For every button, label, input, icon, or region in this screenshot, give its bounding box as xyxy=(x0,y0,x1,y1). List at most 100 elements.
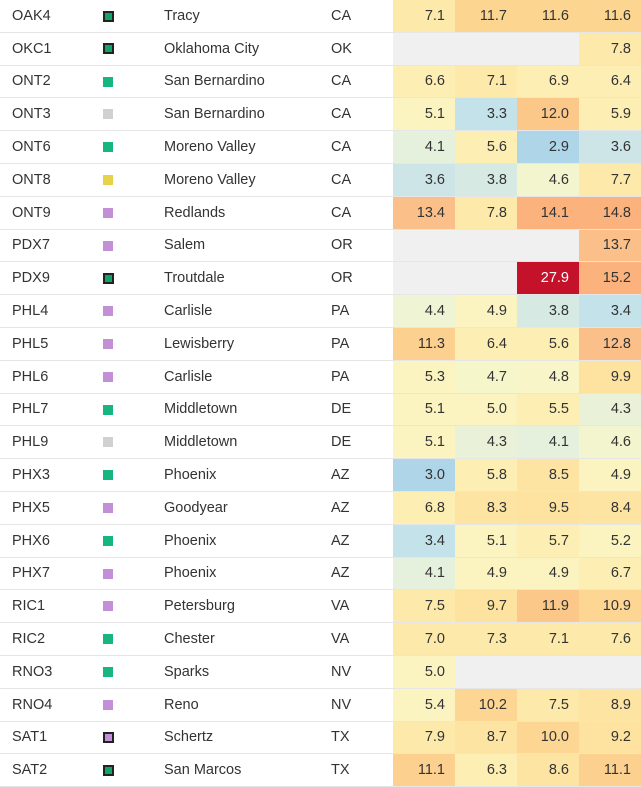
status-marker-cell xyxy=(101,32,163,66)
status-square-icon xyxy=(103,43,114,55)
value-cell: 9.9 xyxy=(579,360,641,394)
status-marker-cell xyxy=(101,425,163,460)
city-name: Salem xyxy=(163,229,331,263)
value-cell xyxy=(455,655,517,689)
state-code: CA xyxy=(331,130,393,164)
value-cell: 4.1 xyxy=(393,557,455,591)
value-cell: 11.3 xyxy=(393,327,455,361)
table-row: RIC1 Petersburg VA 7.5 9.7 11.9 10.9 xyxy=(0,589,641,624)
table-row: SAT1 Schertz TX 7.9 8.7 10.0 9.2 xyxy=(0,721,641,755)
facility-code: PHL4 xyxy=(0,294,101,328)
value-cell xyxy=(517,229,579,263)
value-cell: 4.9 xyxy=(517,557,579,591)
value-cell xyxy=(579,655,641,689)
value-cell: 8.3 xyxy=(455,491,517,525)
state-code: DE xyxy=(331,425,393,460)
table-row: ONT3 San Bernardino CA 5.1 3.3 12.0 5.9 xyxy=(0,97,641,132)
status-marker-cell xyxy=(101,655,163,689)
status-square-icon xyxy=(103,601,113,612)
table-row: ONT2 San Bernardino CA 6.6 7.1 6.9 6.4 xyxy=(0,65,641,99)
table-row: PHX3 Phoenix AZ 3.0 5.8 8.5 4.9 xyxy=(0,458,641,492)
status-square-icon xyxy=(103,732,114,744)
value-cell: 7.1 xyxy=(455,65,517,99)
facility-code: ONT8 xyxy=(0,163,101,197)
value-cell: 7.9 xyxy=(393,721,455,755)
city-name: Lewisberry xyxy=(163,327,331,361)
value-cell xyxy=(455,32,517,66)
facility-code: RIC1 xyxy=(0,589,101,624)
value-cell: 5.2 xyxy=(579,524,641,558)
status-square-icon xyxy=(103,175,113,186)
value-cell: 3.6 xyxy=(579,130,641,164)
value-cell: 3.4 xyxy=(579,294,641,328)
city-name: Goodyear xyxy=(163,491,331,525)
table-row: PHL7 Middletown DE 5.1 5.0 5.5 4.3 xyxy=(0,393,641,427)
city-name: San Bernardino xyxy=(163,65,331,99)
status-square-icon xyxy=(103,667,113,677)
status-marker-cell xyxy=(101,458,163,492)
value-cell: 7.7 xyxy=(579,163,641,197)
value-cell: 5.4 xyxy=(393,688,455,722)
city-name: Schertz xyxy=(163,721,331,755)
status-marker-cell xyxy=(101,360,163,394)
facility-code: RNO3 xyxy=(0,655,101,689)
city-name: Middletown xyxy=(163,393,331,427)
value-cell: 4.6 xyxy=(579,425,641,460)
value-cell xyxy=(517,32,579,66)
status-marker-cell xyxy=(101,294,163,328)
facility-code: ONT3 xyxy=(0,97,101,132)
value-cell: 3.8 xyxy=(517,294,579,328)
value-cell: 5.1 xyxy=(455,524,517,558)
city-name: Reno xyxy=(163,688,331,722)
state-code: VA xyxy=(331,622,393,656)
city-name: Moreno Valley xyxy=(163,130,331,164)
state-code: NV xyxy=(331,655,393,689)
value-cell: 14.8 xyxy=(579,196,641,230)
facility-code: RIC2 xyxy=(0,622,101,656)
value-cell: 11.7 xyxy=(455,0,517,33)
state-code: NV xyxy=(331,688,393,722)
city-name: Redlands xyxy=(163,196,331,230)
table-row: ONT9 Redlands CA 13.4 7.8 14.1 14.8 xyxy=(0,196,641,230)
value-cell: 9.2 xyxy=(579,721,641,755)
status-square-icon xyxy=(103,568,113,579)
state-code: OR xyxy=(331,261,393,296)
table-row: ONT6 Moreno Valley CA 4.1 5.6 2.9 3.6 xyxy=(0,130,641,164)
status-marker-cell xyxy=(101,261,163,296)
value-cell: 11.6 xyxy=(579,0,641,33)
value-cell: 14.1 xyxy=(517,196,579,230)
value-cell: 6.7 xyxy=(579,557,641,591)
status-square-icon xyxy=(103,76,113,87)
status-square-icon xyxy=(103,634,113,645)
value-cell: 7.3 xyxy=(455,622,517,656)
value-cell: 3.6 xyxy=(393,163,455,197)
facility-code: ONT2 xyxy=(0,65,101,99)
value-cell: 3.3 xyxy=(455,97,517,132)
value-cell: 7.8 xyxy=(455,196,517,230)
state-code: AZ xyxy=(331,557,393,591)
value-cell: 5.8 xyxy=(455,458,517,492)
state-code: OK xyxy=(331,32,393,66)
status-square-icon xyxy=(103,306,113,317)
value-cell: 5.6 xyxy=(455,130,517,164)
status-marker-cell xyxy=(101,524,163,558)
value-cell: 4.9 xyxy=(455,557,517,591)
status-marker-cell xyxy=(101,622,163,656)
table-row: RNO3 Sparks NV 5.0 xyxy=(0,655,641,689)
state-code: CA xyxy=(331,97,393,132)
city-name: Carlisle xyxy=(163,294,331,328)
status-marker-cell xyxy=(101,196,163,230)
value-cell: 5.1 xyxy=(393,97,455,132)
value-cell: 4.9 xyxy=(455,294,517,328)
value-cell: 6.4 xyxy=(579,65,641,99)
city-name: Phoenix xyxy=(163,524,331,558)
state-code: DE xyxy=(331,393,393,427)
value-cell: 4.4 xyxy=(393,294,455,328)
status-square-icon xyxy=(103,339,113,350)
value-cell xyxy=(517,655,579,689)
city-name: Moreno Valley xyxy=(163,163,331,197)
value-cell: 10.0 xyxy=(517,721,579,755)
facility-code: PHX5 xyxy=(0,491,101,525)
table-row: ONT8 Moreno Valley CA 3.6 3.8 4.6 7.7 xyxy=(0,163,641,197)
state-code: AZ xyxy=(331,458,393,492)
